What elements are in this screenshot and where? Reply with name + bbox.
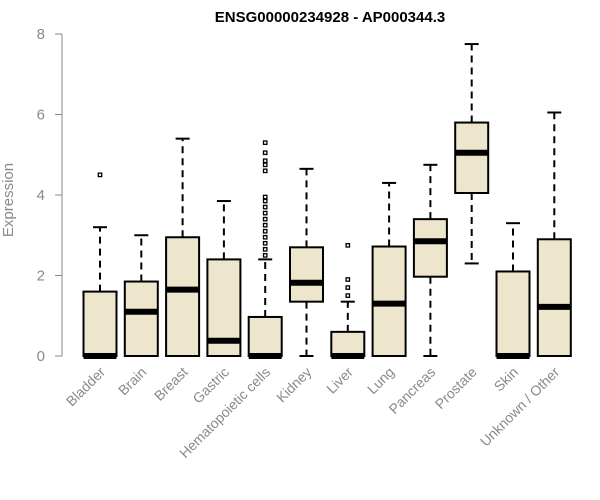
outlier-point — [262, 140, 268, 146]
y-axis-title: Expression — [0, 163, 17, 237]
y-tick-label: 6 — [37, 107, 45, 124]
outlier-point — [262, 210, 268, 216]
x-tick-label: Kidney — [273, 364, 315, 406]
iqr-box — [289, 246, 324, 303]
x-tick-label: Skin — [491, 364, 522, 395]
x-tick-label: Brain — [115, 364, 149, 398]
outlier-point — [97, 172, 103, 178]
y-axis-ticks: 0 2 4 6 8 — [37, 26, 62, 365]
box-skin — [495, 222, 531, 359]
outlier-point — [345, 293, 351, 298]
outlier-point — [262, 246, 268, 252]
box-kidney — [289, 167, 324, 357]
iqr-box — [165, 236, 201, 357]
outlier-point — [262, 240, 268, 246]
iqr-box — [330, 330, 366, 358]
iqr-box — [454, 121, 490, 194]
box-breast — [165, 137, 201, 357]
y-tick-label: 8 — [37, 26, 45, 43]
box-brain — [123, 234, 159, 358]
outlier-point — [262, 216, 268, 222]
x-tick-label: Lung — [364, 364, 397, 397]
outlier-point — [345, 277, 351, 282]
box-unknown-other — [536, 111, 572, 357]
x-tick-label: Bladder — [63, 364, 109, 410]
outlier-point — [262, 222, 268, 228]
box-bladder — [82, 172, 118, 359]
iqr-box — [247, 315, 283, 357]
iqr-box — [536, 238, 572, 357]
outlier-point — [262, 150, 268, 156]
outlier-point — [262, 162, 268, 168]
box-pancreas — [412, 163, 448, 357]
outlier-point — [345, 285, 351, 290]
outlier-point — [262, 198, 268, 204]
box-hematopoietic-cells — [247, 140, 283, 359]
box-prostate — [454, 43, 490, 265]
iqr-box — [82, 290, 118, 358]
outlier-point — [262, 194, 268, 200]
outlier-point — [262, 234, 268, 240]
x-tick-label: Liver — [323, 364, 356, 397]
y-tick-label: 0 — [37, 348, 45, 365]
box-liver — [330, 242, 366, 359]
box-gastric — [206, 200, 242, 357]
y-tick-label: 4 — [37, 187, 45, 204]
y-tick-label: 2 — [37, 268, 45, 285]
iqr-box — [412, 218, 448, 278]
boxes-group — [82, 43, 572, 359]
outlier-point — [345, 242, 351, 248]
iqr-box — [495, 270, 531, 358]
outlier-point — [262, 228, 268, 234]
outlier-point — [262, 168, 268, 174]
box-lung — [371, 181, 407, 358]
outlier-point — [262, 158, 268, 164]
outlier-point — [262, 253, 268, 258]
x-tick-label: Prostate — [432, 364, 480, 412]
x-tick-label: Breast — [151, 364, 191, 404]
outlier-point — [262, 204, 268, 210]
chart-title: ENSG00000234928 - AP000344.3 — [215, 9, 445, 26]
iqr-box — [123, 280, 159, 358]
